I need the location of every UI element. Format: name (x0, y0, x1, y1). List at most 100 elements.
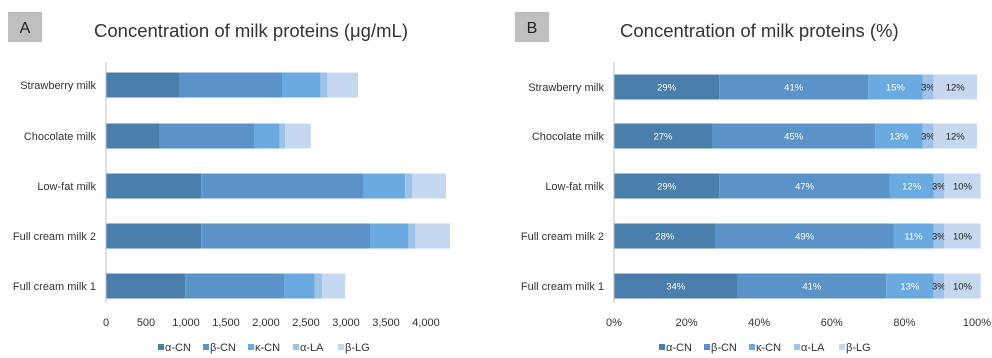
data-label: 10% (953, 182, 973, 193)
data-label: 13% (900, 282, 920, 293)
legend-entry-beta-cn: β-CN (210, 342, 236, 354)
panel-a: A Concentration of milk proteins (μg/mL)… (8, 12, 450, 354)
bar-alpha-la (408, 223, 416, 249)
data-label: 15% (886, 83, 906, 94)
data-label: 3% (921, 132, 935, 143)
panel-b-label-box (515, 12, 549, 42)
panel-b-x-axis: 0% 20% 40% 60% 80% 100% (606, 62, 991, 329)
bar-alpha-la (314, 273, 322, 299)
bar-beta-cn (201, 223, 370, 249)
legend-swatch-alpha-la (794, 344, 800, 350)
data-label: 49% (795, 232, 815, 243)
bar-alpha-cn (614, 74, 720, 100)
bar-alpha-la (922, 74, 934, 100)
bar-alpha-cn (106, 223, 202, 249)
legend-swatch-beta-cn (203, 344, 209, 350)
legend-swatch-beta-cn (704, 344, 710, 350)
data-label: 3% (921, 83, 935, 94)
bar-alpha-la (405, 173, 413, 199)
bar-beta-cn (719, 173, 890, 199)
data-label: 13% (889, 132, 909, 143)
data-label: 41% (802, 282, 822, 293)
bar-beta-lg (944, 173, 981, 199)
category-label: Low-fat milk (37, 181, 96, 193)
bar-beta-cn (719, 74, 869, 100)
data-label: 27% (653, 132, 673, 143)
bar-beta-lg (415, 223, 450, 249)
x-tick-label: 100% (963, 317, 991, 329)
bar-alpha-la (933, 173, 945, 199)
bar-alpha-la (279, 123, 286, 149)
x-tick-label: 2,000 (252, 317, 280, 329)
data-label: 10% (953, 232, 973, 243)
data-label: 12% (902, 182, 922, 193)
x-tick-label: 80% (893, 317, 915, 329)
data-label: 29% (657, 182, 677, 193)
data-label: 34% (666, 282, 686, 293)
legend-entry-beta-cn: β-CN (711, 342, 737, 354)
category-label: Strawberry milk (528, 82, 604, 94)
data-label: 3% (932, 182, 946, 193)
bar-beta-lg (285, 123, 311, 149)
bar-beta-lg (412, 173, 446, 199)
bar-beta-lg (933, 74, 977, 100)
x-tick-label: 1,000 (172, 317, 200, 329)
panel-a-legend: α-CN β-CN κ-CN α-LA β-LG (158, 342, 370, 354)
category-label: Full cream milk 1 (521, 281, 604, 293)
panel-b-category-labels: Strawberry milk Chocolate milk Low-fat mil… (521, 82, 605, 293)
panel-b-bars: 29% 41% 15% 3% 12% 27% 45% 13% 3% 12% 29% 47% 12% 3% 1… (614, 74, 981, 299)
bar-kappa-cn (886, 273, 934, 299)
bar-alpha-cn (106, 173, 202, 199)
data-label: 11% (904, 232, 923, 243)
bar-kappa-cn (868, 74, 923, 100)
bar-alpha-la (933, 273, 945, 299)
bar-alpha-cn (614, 273, 738, 299)
bar-alpha-cn (106, 72, 180, 98)
legend-entry-beta-lg: β-LG (846, 342, 871, 354)
data-label: 3% (932, 282, 946, 293)
panel-b-label: B (527, 20, 538, 37)
panel-a-bars (106, 72, 450, 299)
bar-beta-cn (179, 72, 282, 98)
bar-kappa-cn (889, 173, 934, 199)
data-label: 28% (655, 232, 675, 243)
bar-beta-cn (712, 123, 876, 149)
data-label: 45% (784, 132, 804, 143)
category-label: Strawberry milk (20, 80, 96, 92)
data-label: 47% (795, 182, 815, 193)
bar-beta-cn (201, 173, 364, 199)
bar-alpha-la (922, 123, 934, 149)
bar-kappa-cn (254, 123, 280, 149)
bar-beta-cn (185, 273, 285, 299)
category-label: Full cream milk 2 (13, 231, 96, 243)
panel-a-x-axis: 0 500 1,000 1,500 2,000 2,500 3,000 3,500 4,000 (103, 62, 440, 329)
bar-alpha-la (933, 223, 945, 249)
data-label: 29% (657, 83, 677, 94)
bar-kappa-cn (370, 223, 409, 249)
legend-swatch-beta-lg (839, 344, 845, 350)
legend-swatch-kappa-cn (248, 344, 254, 350)
x-tick-label: 2,500 (292, 317, 320, 329)
bar-alpha-cn (614, 123, 713, 149)
category-label: Chocolate milk (532, 131, 605, 143)
x-tick-label: 3,500 (372, 317, 400, 329)
x-tick-label: 500 (137, 317, 155, 329)
category-label: Chocolate milk (24, 131, 97, 143)
x-tick-label: 40% (748, 317, 770, 329)
data-label: 12% (946, 83, 966, 94)
panel-a-label: A (20, 20, 31, 37)
bar-beta-cn (715, 223, 894, 249)
bar-beta-lg (944, 273, 981, 299)
bar-beta-lg (327, 72, 358, 98)
legend-entry-alpha-la: α-LA (801, 342, 825, 354)
legend-entry-alpha-la: α-LA (300, 342, 324, 354)
legend-entry-kappa-cn: κ-CN (255, 342, 280, 354)
panel-b: B Concentration of milk proteins (%) 29%… (515, 12, 991, 354)
category-label: Low-fat milk (545, 181, 604, 193)
data-label: 12% (946, 132, 966, 143)
legend-entry-beta-lg: β-LG (345, 342, 370, 354)
bar-beta-lg (322, 273, 346, 299)
bar-beta-lg (933, 123, 977, 149)
bar-alpha-la (320, 72, 328, 98)
